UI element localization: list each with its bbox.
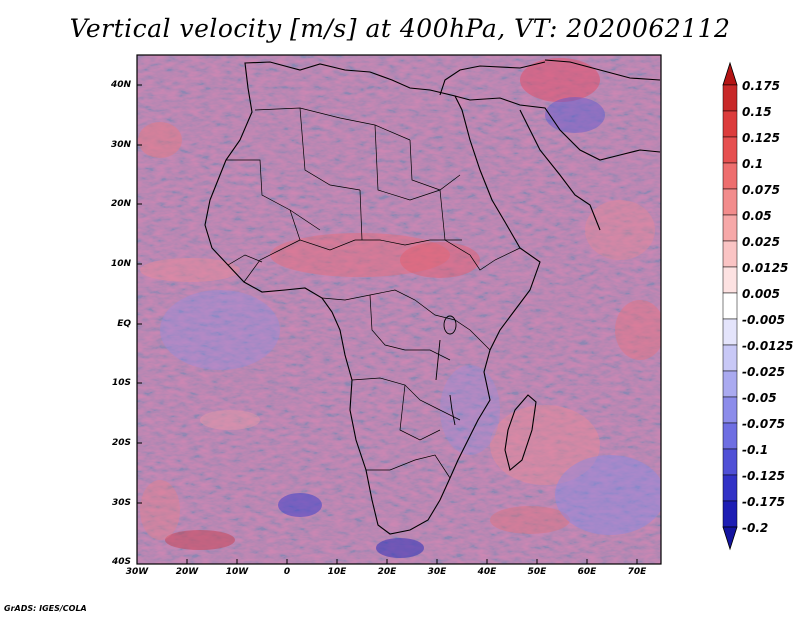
patch-red — [585, 200, 655, 260]
country-borders — [226, 107, 521, 479]
colorbar-label: 0.1 — [742, 157, 764, 171]
patch-blue — [440, 365, 500, 455]
colorbar-label: 0.175 — [742, 79, 780, 93]
colorbar-box — [722, 188, 738, 216]
colorbar-label: -0.05 — [742, 391, 777, 405]
lon-tick-label: 0 — [283, 567, 291, 577]
lon-tick-label: 10E — [327, 567, 347, 577]
colorbar-label: 0.005 — [742, 287, 780, 301]
colorbar-label: -0.1 — [742, 443, 769, 457]
lon-tick-label: 30E — [427, 567, 447, 577]
patch-red — [138, 122, 182, 158]
colorbar-box — [722, 500, 738, 528]
lon-tick-label: 30W — [125, 567, 149, 577]
colorbar-box — [722, 110, 738, 138]
lon-tick-label: 10W — [225, 567, 249, 577]
colorbar-box — [722, 448, 738, 476]
lon-tick-label: 40E — [477, 567, 497, 577]
patch-blue — [555, 455, 661, 535]
colorbar-box — [722, 396, 738, 424]
patch-red — [140, 480, 180, 540]
field-texture — [137, 55, 661, 564]
patch-red — [520, 58, 600, 102]
velocity-field — [137, 55, 661, 564]
colorbar-label: -0.2 — [742, 521, 769, 535]
patch-blue — [545, 97, 605, 133]
map-frame — [136, 54, 662, 565]
lat-tick-label: 10S — [111, 378, 131, 388]
tick-marks — [137, 84, 638, 564]
lon-tick-label: 20E — [377, 567, 397, 577]
colorbar-label: -0.125 — [742, 469, 785, 483]
patch-red — [615, 300, 661, 360]
colorbar-box — [722, 474, 738, 502]
lat-tick-label: 10N — [110, 259, 131, 269]
colorbar-box — [722, 344, 738, 372]
colorbar-box — [722, 240, 738, 268]
patch-red — [165, 530, 235, 550]
colorbar-box — [722, 214, 738, 242]
colorbar-box — [722, 422, 738, 450]
patch-red — [140, 258, 240, 282]
colorbar-label: -0.175 — [742, 495, 785, 509]
colorbar — [722, 61, 738, 551]
lat-tick-label: 40S — [111, 557, 131, 567]
colorbar-box — [722, 292, 738, 320]
lat-tick-label: 30S — [111, 498, 131, 508]
colorbar-label: -0.025 — [742, 365, 785, 379]
lon-tick-label: 50E — [527, 567, 547, 577]
colorbar-box — [722, 84, 738, 112]
colorbar-label: -0.005 — [742, 313, 785, 327]
colorbar-box — [722, 318, 738, 346]
patch-red — [490, 506, 570, 534]
lakes — [435, 315, 457, 426]
colorbar-top-arrow — [722, 61, 738, 86]
patch-red — [270, 233, 450, 277]
colorbar-label: -0.0125 — [742, 339, 794, 353]
colorbar-label: 0.15 — [742, 105, 772, 119]
patch-red — [400, 242, 480, 278]
lat-tick-label: 30N — [110, 140, 131, 150]
colorbar-bottom-arrow — [722, 526, 738, 551]
patch-blue — [376, 538, 424, 558]
patch-red — [490, 405, 600, 485]
colorbar-box — [722, 136, 738, 164]
lon-tick-label: 20W — [175, 567, 199, 577]
colorbar-label: 0.075 — [742, 183, 780, 197]
map-title: Vertical velocity [m/s] at 400hPa, VT: 2… — [69, 14, 731, 43]
colorbar-box — [722, 370, 738, 398]
patch-red — [200, 410, 260, 430]
colorbar-box — [722, 162, 738, 190]
colorbar-label: -0.075 — [742, 417, 785, 431]
patch-blue — [160, 290, 280, 370]
grads-credit: GrADS: IGES/COLA — [4, 604, 87, 613]
patch-blue — [278, 493, 322, 517]
lat-tick-label: 40N — [110, 80, 131, 90]
colorbar-box — [722, 266, 738, 294]
colorbar-label: 0.05 — [742, 209, 772, 223]
colorbar-label: 0.0125 — [742, 261, 789, 275]
lon-tick-label: 60E — [577, 567, 597, 577]
lat-tick-label: EQ — [117, 319, 131, 329]
lat-tick-label: 20S — [111, 438, 131, 448]
colorbar-label: 0.025 — [742, 235, 780, 249]
colorbar-label: 0.125 — [742, 131, 780, 145]
lat-tick-label: 20N — [110, 199, 131, 209]
lon-tick-label: 70E — [627, 567, 647, 577]
